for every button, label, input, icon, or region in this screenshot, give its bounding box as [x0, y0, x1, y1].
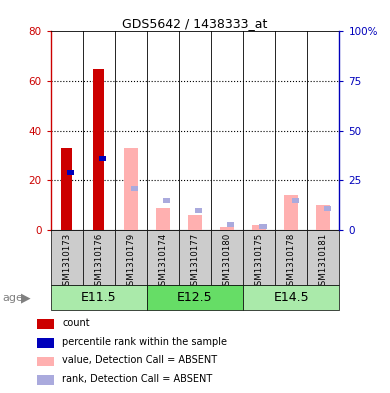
Text: ▶: ▶ — [21, 291, 31, 304]
FancyBboxPatch shape — [211, 230, 243, 285]
FancyBboxPatch shape — [147, 285, 243, 310]
Text: rank, Detection Call = ABSENT: rank, Detection Call = ABSENT — [62, 374, 212, 384]
Text: GSM1310180: GSM1310180 — [223, 233, 232, 291]
Bar — [284, 195, 298, 230]
FancyBboxPatch shape — [275, 230, 307, 285]
Text: age: age — [2, 293, 23, 303]
Text: GSM1310178: GSM1310178 — [287, 233, 296, 291]
Bar — [61, 148, 73, 230]
Bar — [124, 148, 138, 230]
Bar — [195, 208, 202, 213]
Bar — [37, 319, 54, 329]
Bar — [37, 356, 54, 366]
Text: GSM1310174: GSM1310174 — [158, 233, 167, 291]
Text: E12.5: E12.5 — [177, 291, 213, 304]
Bar — [252, 225, 266, 230]
Text: value, Detection Call = ABSENT: value, Detection Call = ABSENT — [62, 355, 217, 365]
Title: GDS5642 / 1438333_at: GDS5642 / 1438333_at — [122, 17, 268, 30]
FancyBboxPatch shape — [243, 285, 339, 310]
Text: GSM1310176: GSM1310176 — [94, 233, 103, 291]
FancyBboxPatch shape — [115, 230, 147, 285]
Bar — [316, 205, 330, 230]
Bar — [156, 208, 170, 230]
FancyBboxPatch shape — [243, 230, 275, 285]
FancyBboxPatch shape — [179, 230, 211, 285]
Bar — [37, 375, 54, 385]
Text: GSM1310179: GSM1310179 — [126, 233, 135, 291]
Text: percentile rank within the sample: percentile rank within the sample — [62, 337, 227, 347]
FancyBboxPatch shape — [51, 230, 83, 285]
Bar — [324, 206, 331, 211]
FancyBboxPatch shape — [83, 230, 115, 285]
Text: E14.5: E14.5 — [273, 291, 309, 304]
FancyBboxPatch shape — [307, 230, 339, 285]
Bar — [291, 198, 299, 203]
Bar — [99, 156, 106, 162]
Bar — [220, 228, 234, 230]
Bar — [67, 170, 74, 175]
Text: GSM1310181: GSM1310181 — [319, 233, 328, 291]
Text: E11.5: E11.5 — [81, 291, 117, 304]
Bar — [188, 215, 202, 230]
Bar — [131, 186, 138, 191]
Bar — [93, 69, 105, 230]
Text: GSM1310175: GSM1310175 — [255, 233, 264, 291]
Bar — [163, 198, 170, 203]
FancyBboxPatch shape — [51, 285, 147, 310]
Text: GSM1310173: GSM1310173 — [62, 233, 71, 291]
Bar — [259, 224, 266, 229]
Bar — [37, 338, 54, 348]
FancyBboxPatch shape — [147, 230, 179, 285]
Bar — [227, 222, 234, 227]
Text: count: count — [62, 318, 90, 328]
Text: GSM1310177: GSM1310177 — [190, 233, 200, 291]
